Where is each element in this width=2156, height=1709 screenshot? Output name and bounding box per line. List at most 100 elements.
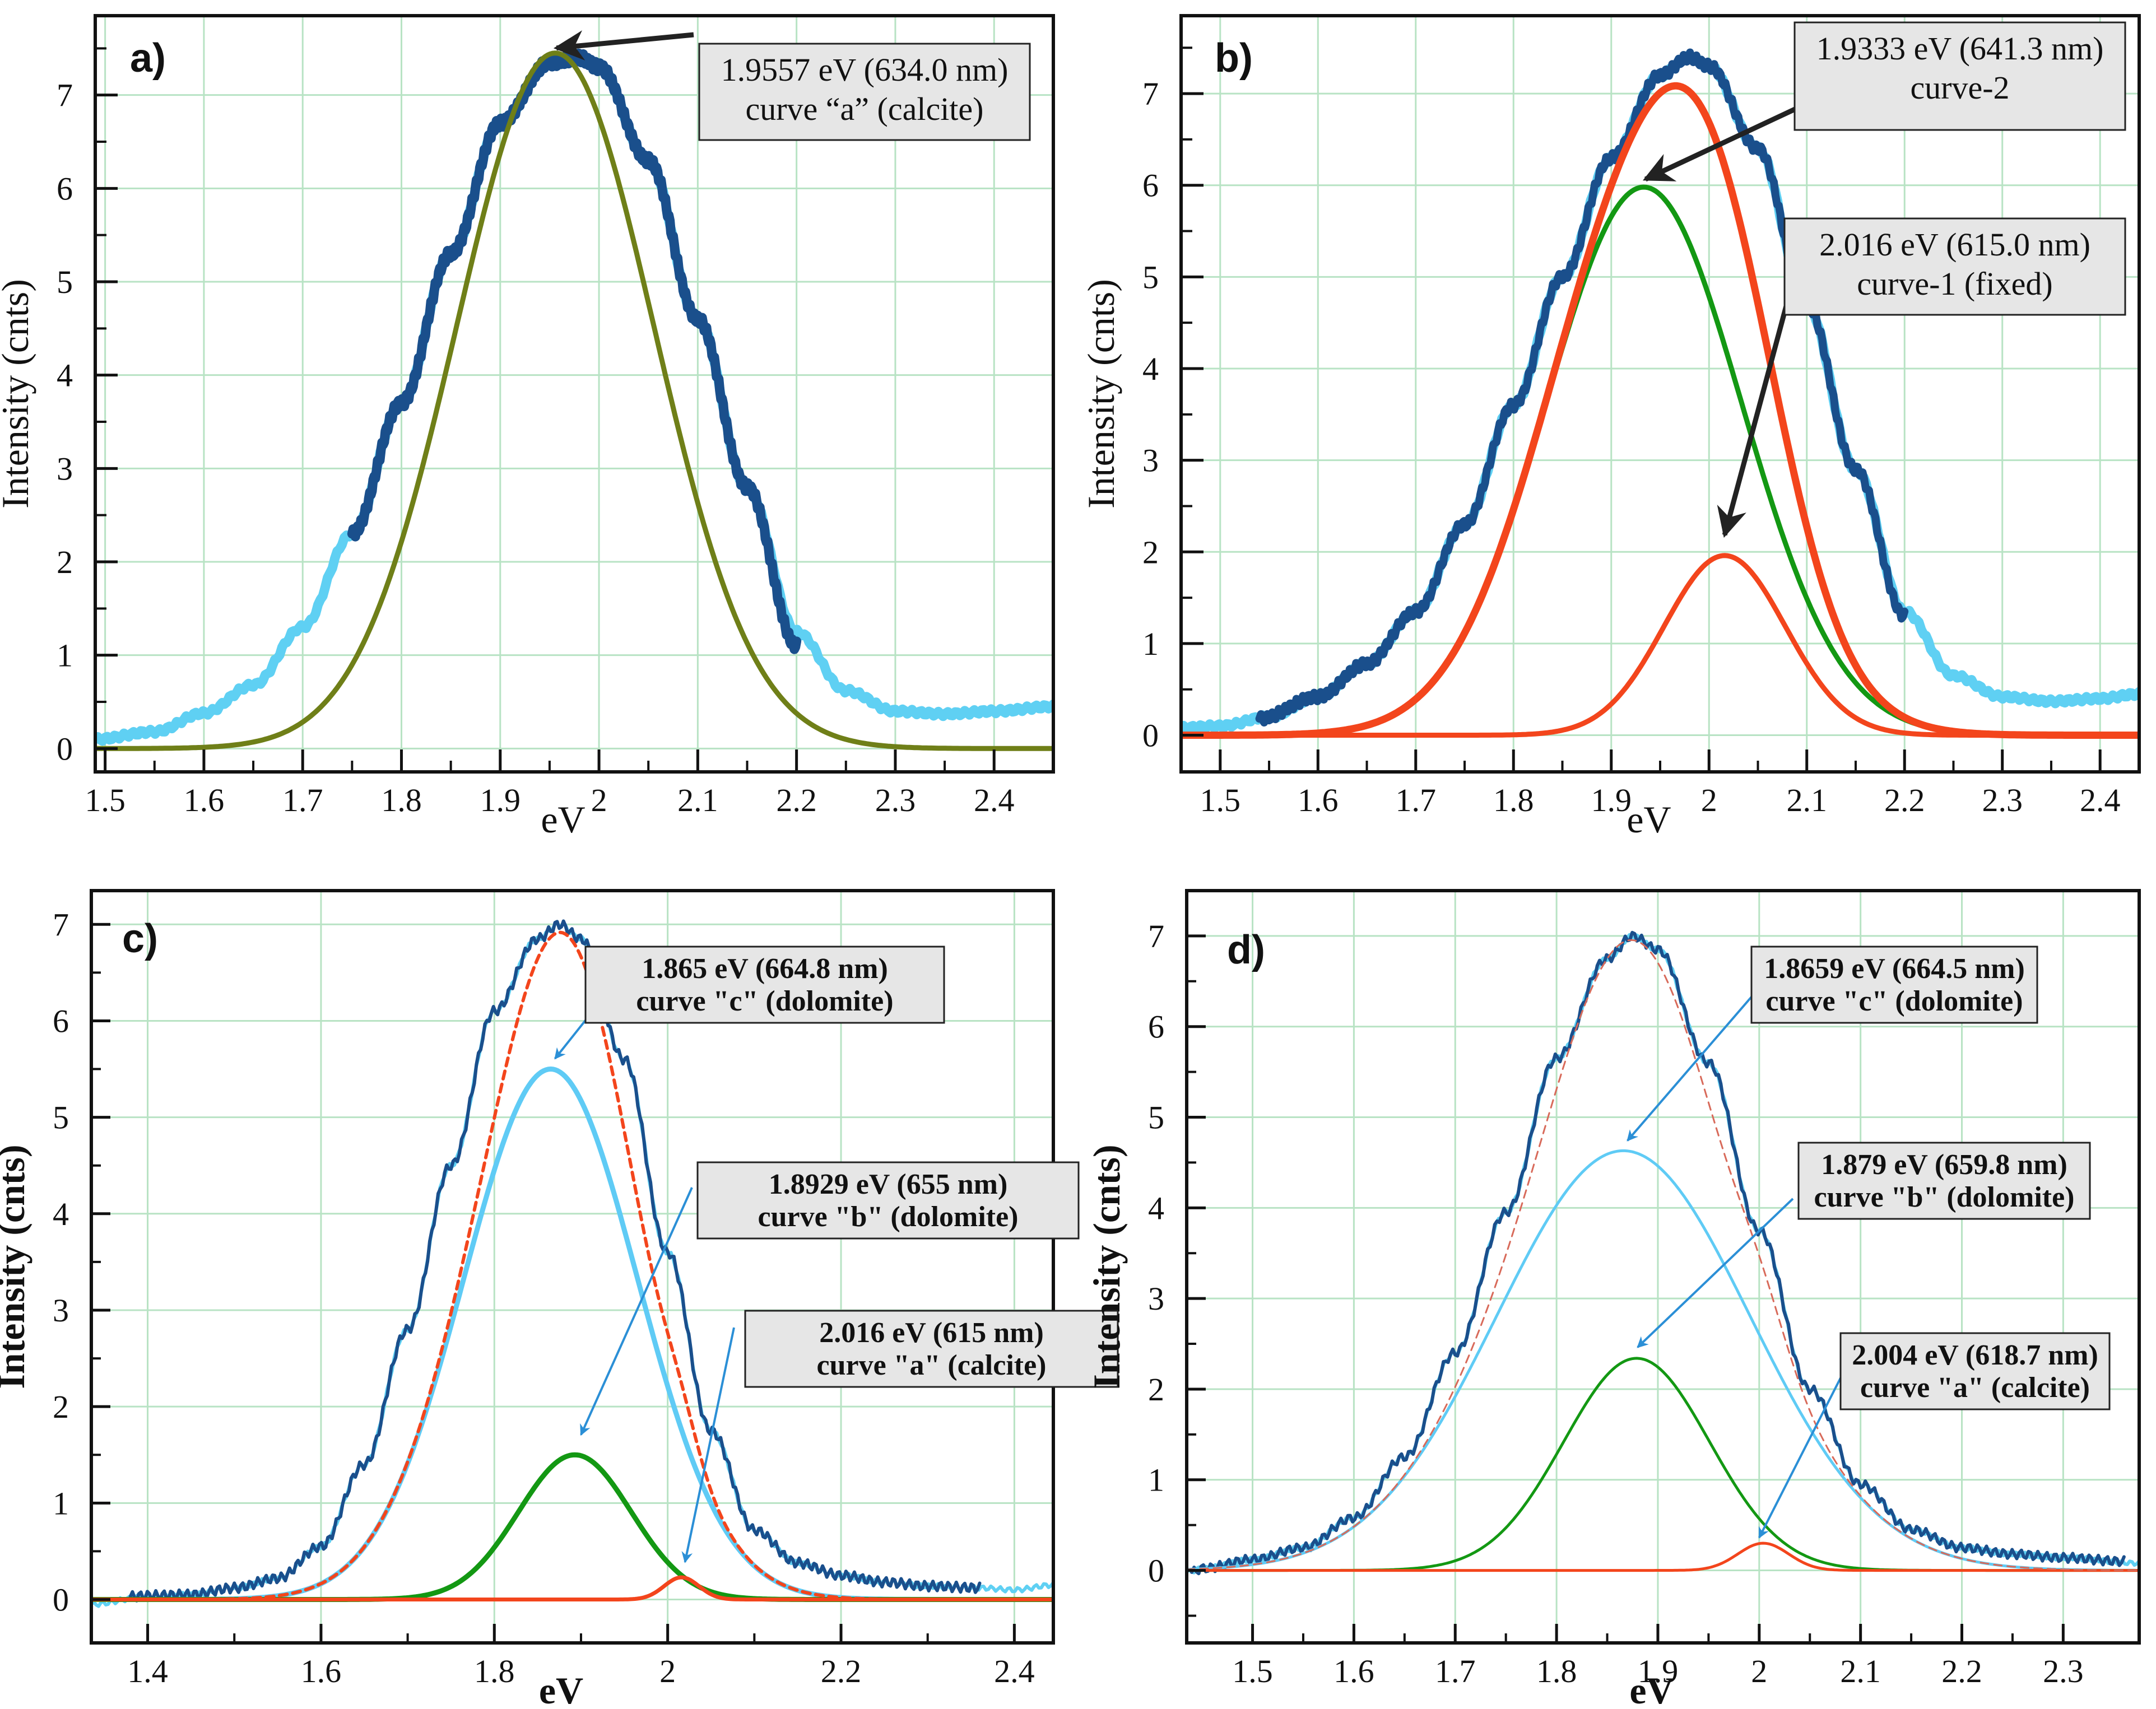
gridlines <box>95 16 1053 772</box>
panel-letter: d) <box>1227 928 1265 972</box>
series-measured-fit-window <box>128 919 982 1603</box>
y-tick-label: 2 <box>53 1389 69 1425</box>
annotation-text: 1.9557 eV (634.0 nm) <box>721 52 1009 88</box>
plot-frame <box>90 889 1055 1645</box>
x-tick-label: 1.9 <box>480 782 521 818</box>
series-measured-full <box>1187 933 2139 1575</box>
series-curve-a <box>1187 1542 2139 1572</box>
annotation-text: 1.879 eV (659.8 nm) <box>1821 1149 2067 1181</box>
x-axis-label: eV <box>539 1669 583 1709</box>
annotation: 1.879 eV (659.8 nm)curve "b" (dolomite) <box>1637 1142 2091 1348</box>
y-tick-label: 3 <box>1148 1280 1164 1317</box>
x-tick-label: 2.4 <box>974 782 1015 818</box>
annotation-text: curve-1 (fixed) <box>1857 266 2052 302</box>
ticks <box>91 923 1016 1643</box>
x-tick-label: 1.6 <box>184 782 225 818</box>
annotation: 1.8659 eV (664.5 nm)curve "c" (dolomite) <box>1627 946 2038 1142</box>
y-tick-label: 0 <box>53 1582 69 1618</box>
x-tick-label: 2.2 <box>776 782 817 818</box>
y-tick-label: 6 <box>53 1003 69 1039</box>
y-tick-label: 3 <box>57 450 73 487</box>
x-tick-label: 1.9 <box>1638 1653 1679 1689</box>
series-group <box>1187 930 2139 1576</box>
x-tick-label: 1.8 <box>474 1653 515 1689</box>
tick-labels: 1.5 1.6 1.7 1.8 1.9 2 2.1 2.2 2.3 0 1 2 3 4 5 6 7 <box>1148 918 2084 1689</box>
series-measured-fit-window <box>1190 930 2126 1576</box>
x-tick-label: 2.1 <box>1840 1653 1881 1689</box>
y-tick-label: 6 <box>57 170 73 207</box>
series-fit <box>95 50 1053 751</box>
annotation: 1.9333 eV (641.3 nm)curve-2 <box>1642 21 2126 182</box>
x-axis-label: eV <box>1627 798 1671 841</box>
y-axis-label: Intensity (cnts) <box>1080 279 1122 509</box>
y-tick-label: 5 <box>57 264 73 300</box>
y-axis-label: Intensity (cnts) <box>1085 1144 1128 1389</box>
y-tick-label: 7 <box>53 906 69 943</box>
x-tick-label: 2 <box>591 782 607 818</box>
x-tick-label: 1.6 <box>301 1653 342 1689</box>
annotation-text: curve "a" (calcite) <box>1860 1372 2090 1404</box>
tick-labels: 1.5 1.6 1.7 1.8 1.9 2 2.1 2.2 2.3 2.4 0 1 2 3 4 5 6 7 <box>57 77 1014 818</box>
annotation: 2.016 eV (615.0 nm)curve-1 (fixed) <box>1717 217 2126 538</box>
panel-letter: c) <box>122 916 158 961</box>
x-tick-label: 1.8 <box>1536 1653 1577 1689</box>
panel-2: 1.5 1.6 1.7 1.8 1.9 2 2.1 2.2 2.3 2.4 0 1 2 3 4 5 6 7 eV In… <box>1080 14 2141 841</box>
ticks <box>1181 46 2102 772</box>
annotation-box <box>696 1161 1080 1240</box>
x-tick-label: 2.3 <box>1982 782 2023 818</box>
annotation-text: curve "c" (dolomite) <box>636 985 893 1017</box>
panel-1: 1.5 1.6 1.7 1.8 1.9 2 2.1 2.2 2.3 2.4 0 1 2 3 4 5 6 7 eV In… <box>0 14 1055 841</box>
series-curve-b <box>91 1452 1053 1602</box>
annotation-box <box>584 946 945 1024</box>
y-tick-label: 2 <box>1148 1371 1164 1408</box>
x-tick-label: 2.1 <box>677 782 718 818</box>
ticks <box>1187 934 2065 1643</box>
y-tick-label: 0 <box>57 730 73 767</box>
annotation-text: curve “a” (calcite) <box>746 91 984 127</box>
annotation-text: 1.8659 eV (664.5 nm) <box>1764 953 2025 985</box>
x-tick-label: 2 <box>659 1653 676 1689</box>
series-curve-1 <box>1181 553 2139 738</box>
y-tick-label: 1 <box>53 1485 69 1521</box>
x-tick-label: 2.3 <box>2043 1653 2084 1689</box>
x-tick-label: 2.2 <box>821 1653 862 1689</box>
tick-labels: 1.4 1.6 1.8 2 2.2 2.4 0 1 2 3 4 5 6 7 <box>53 906 1035 1689</box>
panel-letter: a) <box>130 36 166 81</box>
plot-frame <box>1185 889 2141 1645</box>
x-tick-label: 1.7 <box>1396 782 1437 818</box>
series-curve-a <box>91 1575 1053 1601</box>
annotation-box <box>1797 1142 2091 1220</box>
x-tick-label: 2.2 <box>1884 782 1925 818</box>
annotation: 2.016 eV (615 nm)curve "a" (calcite) <box>681 1310 1119 1563</box>
x-tick-label: 1.9 <box>1591 782 1632 818</box>
annotation-arrow <box>580 1187 693 1436</box>
x-tick-label: 1.5 <box>1232 1653 1273 1689</box>
x-tick-label: 2.3 <box>875 782 916 818</box>
series-measured-full <box>95 51 1053 746</box>
annotation-arrow <box>553 30 694 60</box>
y-tick-label: 0 <box>1148 1553 1164 1589</box>
x-tick-label: 1.6 <box>1333 1653 1374 1689</box>
x-tick-label: 1.6 <box>1298 782 1339 818</box>
annotation: 1.8929 eV (655 nm)curve "b" (dolomite) <box>580 1161 1080 1436</box>
y-tick-label: 7 <box>1148 918 1164 954</box>
y-axis-label: Intensity (cnts) <box>0 279 36 509</box>
tick-labels: 1.5 1.6 1.7 1.8 1.9 2 2.1 2.2 2.3 2.4 0 1 2 3 4 5 6 7 <box>1142 76 2120 818</box>
y-tick-label: 5 <box>53 1100 69 1136</box>
annotation-text: 1.9333 eV (641.3 nm) <box>1816 30 2104 67</box>
y-tick-label: 4 <box>57 357 73 394</box>
annotation-arrow <box>1627 993 1755 1142</box>
ticks <box>95 47 996 772</box>
y-tick-label: 1 <box>57 637 73 674</box>
annotation-arrow <box>1642 104 1802 182</box>
annotation-text: curve "b" (dolomite) <box>1814 1181 2075 1213</box>
x-tick-label: 1.5 <box>1200 782 1241 818</box>
y-tick-label: 6 <box>1148 1009 1164 1045</box>
x-axis-label: eV <box>541 798 585 841</box>
annotation-text: 2.004 eV (618.7 nm) <box>1852 1339 2098 1371</box>
panel-4: 1.5 1.6 1.7 1.8 1.9 2 2.1 2.2 2.3 0 1 2 3 4 5 6 7 eV Inten… <box>1085 889 2141 1709</box>
y-tick-label: 2 <box>57 544 73 580</box>
annotation-text: curve "a" (calcite) <box>817 1349 1047 1381</box>
y-tick-label: 5 <box>1148 1100 1164 1136</box>
annotation-text: 2.016 eV (615 nm) <box>819 1317 1044 1349</box>
